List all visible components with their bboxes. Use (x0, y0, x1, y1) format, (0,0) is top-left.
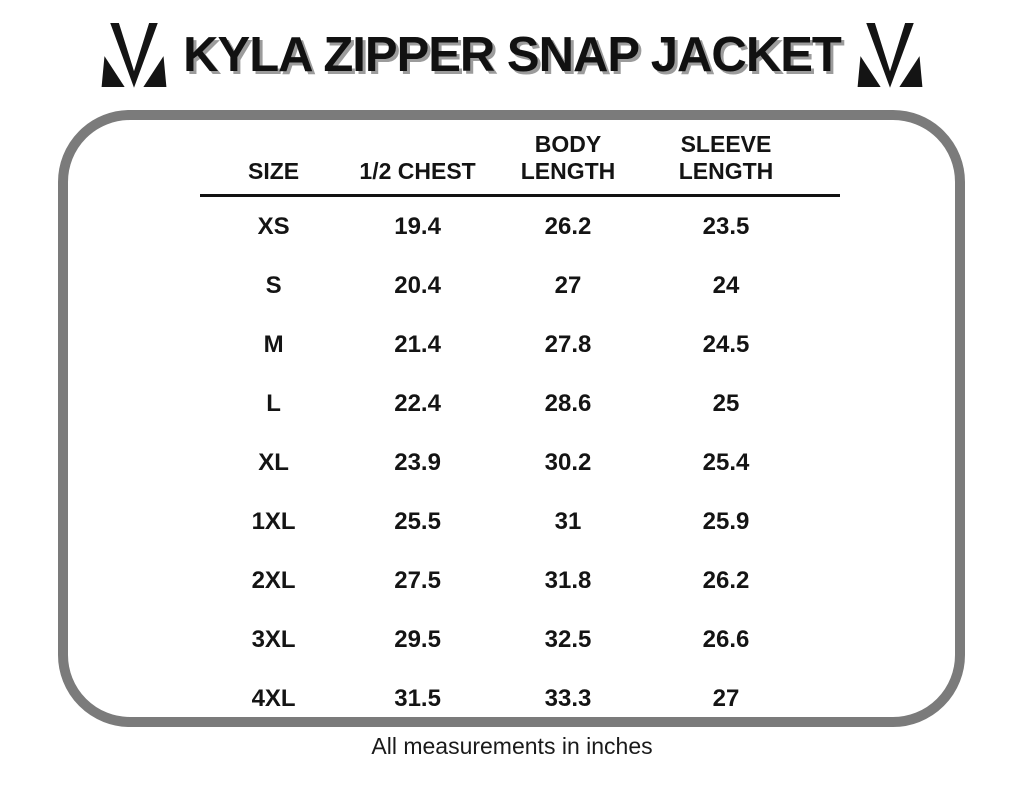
table-row: 2XL 27.5 31.8 26.2 (200, 551, 840, 610)
measurement-cell: 31.5 (394, 684, 441, 712)
measurement-cell: 20.4 (394, 271, 441, 299)
measurement-cell: 32.5 (544, 625, 592, 653)
column-header: 1/2 CHEST (359, 157, 476, 184)
size-table: SIZE 1/2 CHEST BODY LENGTH SLEEVE LENGTH XS… (200, 130, 840, 728)
header: KYLA ZIPPER SNAP JACKET (0, 4, 1024, 106)
table-header-row: SIZE 1/2 CHEST BODY LENGTH SLEEVE LENGTH (200, 130, 840, 194)
table-row: XL 23.9 30.2 25.4 (200, 433, 840, 492)
page-title: KYLA ZIPPER SNAP JACKET (183, 28, 842, 82)
measurement-cell: 27.5 (394, 566, 441, 594)
column-header: SIZE (248, 157, 300, 184)
table-row: L 22.4 28.6 25 (200, 374, 840, 433)
table-row: 3XL 29.5 32.5 26.6 (200, 610, 840, 669)
measurement-cell: 27 (554, 271, 582, 299)
size-label-cell: 4XL (251, 684, 296, 712)
size-label-cell: 2XL (251, 566, 296, 594)
column-header: SLEEVE LENGTH (678, 130, 774, 184)
measurement-cell: 25.9 (702, 507, 750, 535)
measurement-cell: 24 (712, 271, 740, 299)
measurement-cell: 33.3 (544, 684, 592, 712)
measurement-cell: 26.6 (702, 625, 750, 653)
measurement-cell: 31 (554, 507, 582, 535)
measurement-cell: 21.4 (394, 330, 441, 358)
size-label-cell: 3XL (251, 625, 296, 653)
measurement-cell: 28.6 (544, 389, 592, 417)
column-header: BODY LENGTH (520, 130, 616, 184)
measurement-cell: 24.5 (702, 330, 750, 358)
measurement-cell: 27.8 (544, 330, 592, 358)
brand-monogram-icon-left (101, 22, 167, 88)
measurement-cell: 22.4 (394, 389, 441, 417)
measurement-cell: 23.9 (394, 448, 441, 476)
measurement-cell: 25 (712, 389, 740, 417)
measurement-cell: 29.5 (394, 625, 441, 653)
measurement-cell: 25.5 (394, 507, 441, 535)
size-label-cell: XL (258, 448, 289, 476)
measurement-cell: 26.2 (544, 212, 592, 240)
table-row: 1XL 25.5 31 25.9 (200, 492, 840, 551)
size-label-cell: S (265, 271, 282, 299)
brand-monogram-icon-right (857, 22, 923, 88)
measurement-cell: 27 (712, 684, 740, 712)
table-body: XS 19.4 26.2 23.5 S 20.4 27 24 M 21.4 27.8 24.5 L 22.… (200, 197, 840, 728)
measurement-cell: 31.8 (544, 566, 592, 594)
table-row: XS 19.4 26.2 23.5 (200, 197, 840, 256)
measurement-cell: 30.2 (544, 448, 592, 476)
size-label-cell: M (263, 330, 284, 358)
table-row: M 21.4 27.8 24.5 (200, 315, 840, 374)
size-label-cell: XS (257, 212, 290, 240)
header-divider (200, 194, 840, 197)
measurement-cell: 26.2 (702, 566, 750, 594)
table-row: 4XL 31.5 33.3 27 (200, 669, 840, 728)
table-row: S 20.4 27 24 (200, 256, 840, 315)
chart-panel: SIZE 1/2 CHEST BODY LENGTH SLEEVE LENGTH XS… (58, 110, 965, 727)
measurement-cell: 25.4 (702, 448, 750, 476)
measurement-cell: 19.4 (394, 212, 441, 240)
measurement-cell: 23.5 (702, 212, 750, 240)
footer-note: All measurements in inches (371, 733, 653, 759)
size-label-cell: L (266, 389, 281, 417)
size-label-cell: 1XL (251, 507, 296, 535)
